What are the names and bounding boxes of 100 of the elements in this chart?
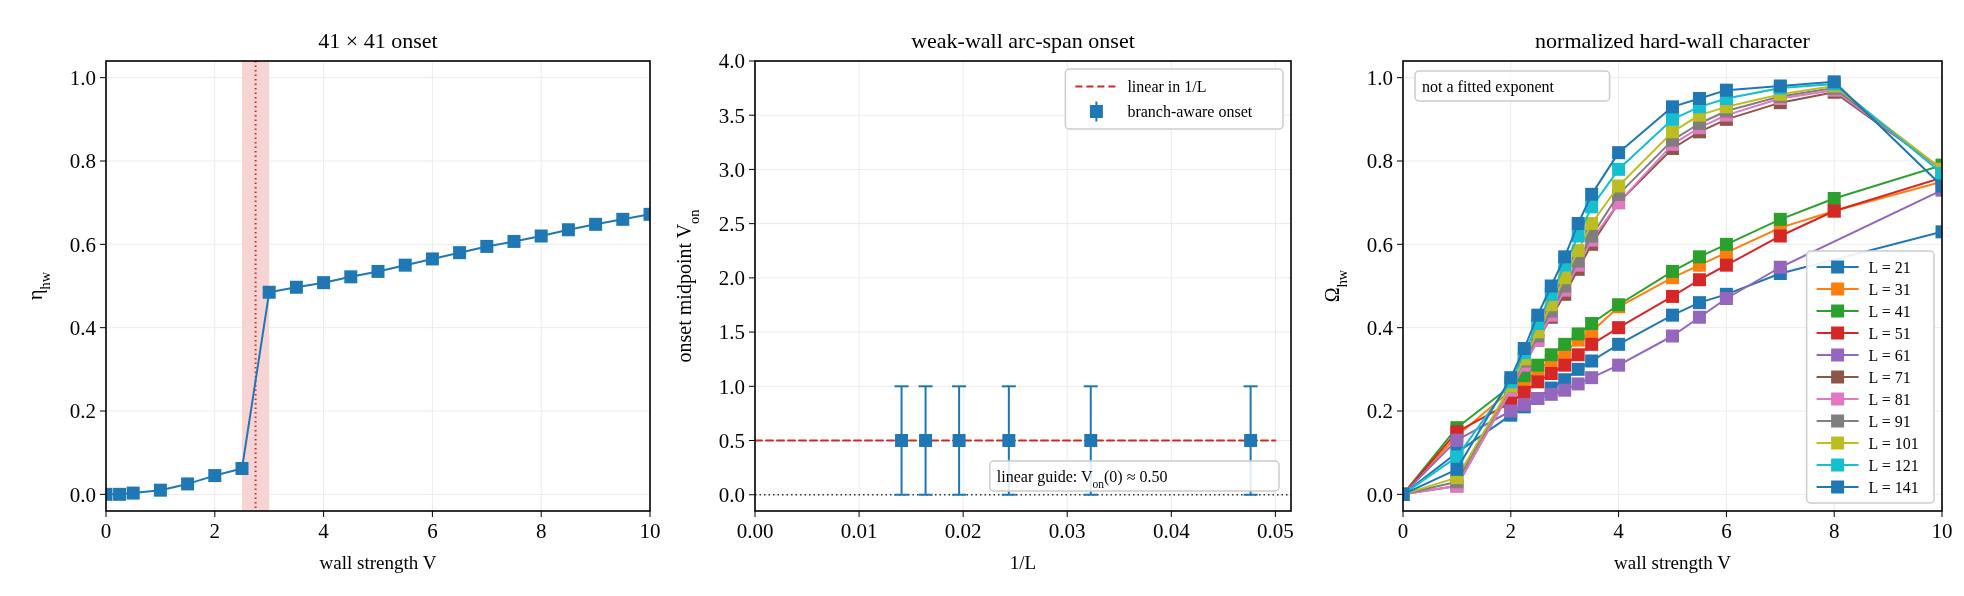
point (1450, 450, 1464, 464)
x-tick-label: 8 (535, 519, 547, 543)
y-tick-label: 0.0 (718, 483, 745, 508)
point (1585, 229, 1599, 243)
point (1504, 371, 1518, 385)
point (235, 462, 249, 475)
point (1571, 217, 1585, 230)
point (1612, 179, 1626, 193)
point (1666, 125, 1679, 139)
x-axis-title: wall strength V (1614, 552, 1732, 573)
x-axis-title: wall strength V (319, 552, 437, 573)
y-tick-label: 0.4 (69, 316, 97, 341)
annotation: not a fitted exponent (1422, 78, 1555, 96)
point (181, 477, 195, 491)
point (1517, 385, 1531, 399)
x-tick-label: 6 (427, 519, 438, 543)
legend-label: L = 71 (1868, 368, 1911, 386)
legend-label: linear in 1/L (1127, 78, 1207, 96)
point (1612, 337, 1626, 351)
point (480, 239, 494, 253)
point (1450, 433, 1464, 447)
point (1558, 250, 1572, 264)
point (1544, 367, 1558, 380)
point (289, 280, 303, 294)
point (1719, 83, 1733, 97)
point (344, 270, 358, 284)
x-tick-label: 0 (1397, 519, 1409, 543)
point (1531, 375, 1545, 389)
point (1585, 337, 1599, 351)
y-tick-label: 0.4 (1366, 316, 1394, 341)
y-tick-label: 2.0 (718, 266, 745, 291)
x-tick-label: 0.05 (1257, 519, 1294, 543)
point (1585, 371, 1599, 385)
chart-title: 41 × 41 onset (318, 28, 438, 53)
point (1719, 258, 1733, 272)
point (453, 246, 467, 260)
point (398, 258, 412, 272)
point (1666, 308, 1679, 322)
annotation: linear guide: V$_{on}$(0) ≈ 0.50 (996, 468, 1168, 490)
point (1558, 383, 1572, 397)
y-tick-label: 2.5 (718, 212, 745, 236)
chart-title: weak-wall arc-span onset (911, 28, 1135, 53)
x-tick-label: 2 (209, 519, 221, 543)
legend-label: L = 121 (1868, 456, 1919, 474)
point (507, 234, 521, 248)
x-tick-label: 8 (1828, 519, 1840, 543)
point (1666, 112, 1679, 126)
point (1585, 217, 1599, 230)
point (1692, 92, 1706, 105)
point (1692, 250, 1706, 264)
point (1544, 348, 1558, 362)
legend-label: L = 21 (1868, 258, 1911, 276)
x-tick-label: 0.03 (1048, 519, 1086, 543)
point (1719, 237, 1733, 251)
x-tick-label: 4 (318, 519, 330, 543)
y-tick-label: 3.5 (718, 103, 745, 128)
x-tick-label: 0.01 (840, 519, 878, 543)
x-tick-label: 10 (1931, 519, 1953, 543)
point (1612, 146, 1626, 160)
point (1585, 317, 1599, 330)
y-tick-label: 0.2 (1366, 399, 1393, 424)
point (425, 252, 439, 266)
text-box: not a fitted exponent (1414, 70, 1611, 102)
point (1692, 296, 1706, 310)
legend-label: L = 31 (1868, 280, 1911, 298)
x-tick-label: 10 (639, 519, 661, 543)
y-tick-label: 0.0 (1366, 482, 1393, 507)
point (1827, 192, 1841, 205)
point (1504, 404, 1518, 418)
point (371, 264, 385, 278)
point (317, 276, 331, 290)
point (1571, 244, 1585, 258)
y-tick-label: 0.0 (69, 482, 96, 507)
point (1571, 348, 1585, 362)
point (1612, 162, 1626, 176)
point (262, 285, 276, 299)
point (1585, 187, 1599, 201)
text-box: linear guide: V$_{on}$(0) ≈ 0.50 (989, 460, 1280, 492)
point (1612, 358, 1626, 372)
point (1666, 100, 1679, 114)
x-axis-title: 1/L (1009, 552, 1037, 573)
chart-title: normalized hard-wall character (1535, 28, 1811, 53)
x-tick-label: 0 (100, 519, 112, 543)
legend-label: L = 61 (1868, 346, 1911, 364)
point (1531, 308, 1545, 322)
legend-label: L = 141 (1868, 478, 1919, 496)
x-tick-label: 6 (1721, 519, 1732, 543)
point (1544, 387, 1558, 401)
point (1450, 462, 1464, 476)
legend-label: L = 51 (1868, 324, 1911, 342)
y-tick-label: 0.6 (1366, 232, 1393, 257)
point (1544, 279, 1558, 293)
y-tick-label: 1.0 (1366, 66, 1393, 91)
point (1666, 264, 1679, 278)
point (1571, 327, 1585, 341)
point (534, 229, 548, 243)
y-tick-label: 0.2 (69, 399, 96, 424)
point (1571, 377, 1585, 391)
legend-label: L = 101 (1868, 434, 1919, 452)
y-tick-label: 1.0 (718, 374, 745, 399)
